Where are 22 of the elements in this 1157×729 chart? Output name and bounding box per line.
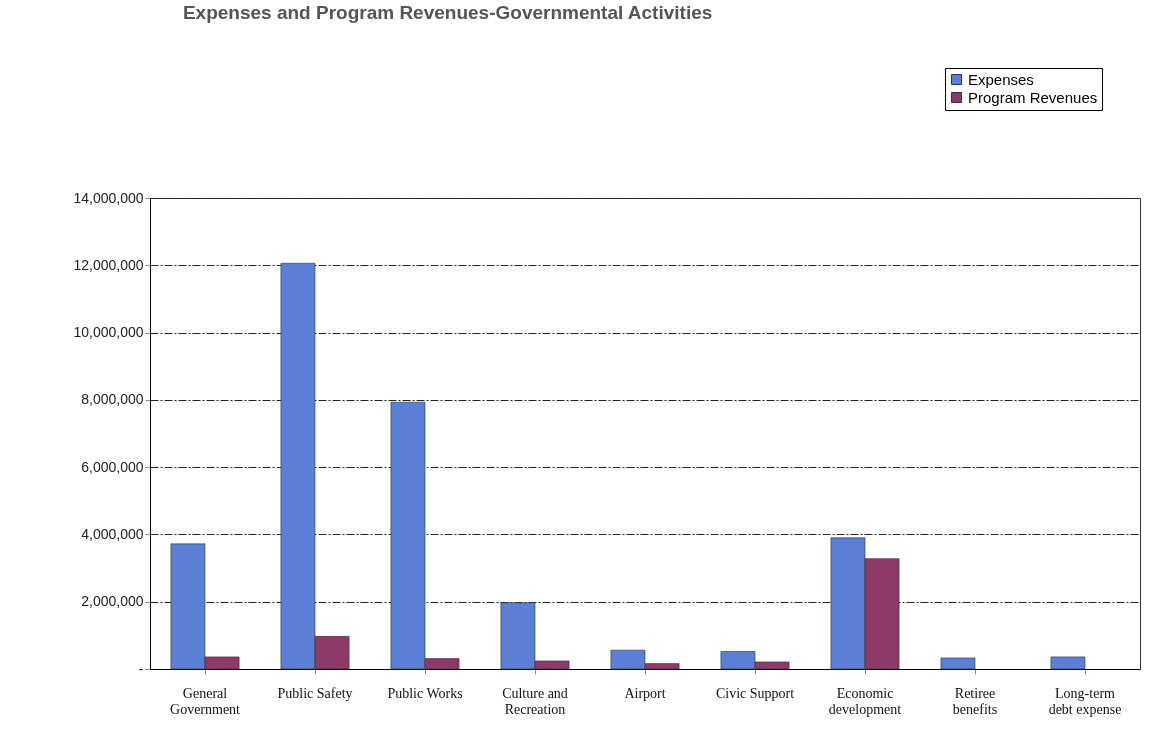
y-tick-label: 14,000,000 — [73, 189, 144, 206]
x-tick-label: Economic development — [828, 685, 902, 717]
x-tick-label: Public Safety — [277, 685, 353, 701]
y-tick-label: - — [138, 660, 144, 677]
bar — [1050, 656, 1086, 670]
x-tick-label: Retiree benefits — [952, 685, 998, 717]
y-tick-label: 12,000,000 — [73, 256, 144, 273]
legend-label: Program Revenues — [968, 88, 1098, 106]
legend-label: Expenses — [968, 70, 1034, 88]
y-tick-label: 10,000,000 — [73, 324, 144, 341]
y-tick-label: 6,000,000 — [81, 458, 144, 475]
x-tick-label: Long-term debt expense — [1048, 685, 1122, 717]
x-tick-label: Civic Support — [715, 685, 795, 701]
x-tick-label: Public Works — [387, 685, 463, 701]
x-tick-label: Airport — [624, 685, 666, 701]
y-tick-label: 8,000,000 — [81, 391, 144, 408]
bar — [940, 657, 976, 670]
x-tick-label: General Government — [170, 685, 241, 717]
y-tick-label: 4,000,000 — [81, 525, 144, 542]
chart-title: Expenses and Program Revenues-Governmental Activities — [182, 1, 713, 23]
x-tick-label: Culture and Recreation — [502, 685, 568, 717]
y-tick-label: 2,000,000 — [81, 593, 144, 610]
